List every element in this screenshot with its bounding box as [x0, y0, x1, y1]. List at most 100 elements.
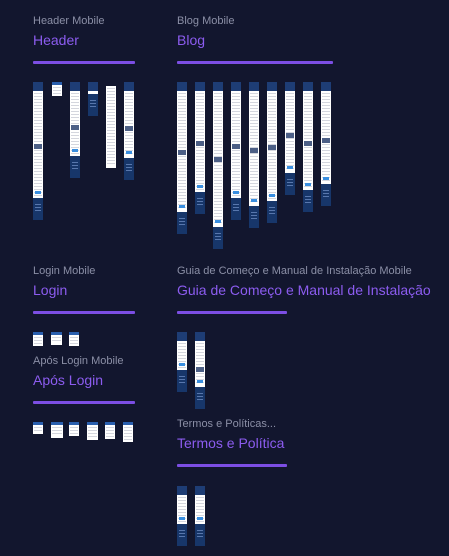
frame-thumbnail[interactable]: [231, 82, 241, 220]
frame-footer: [33, 198, 43, 220]
frame-thumbnail[interactable]: [195, 486, 205, 546]
frame-thumbnail[interactable]: [51, 422, 63, 438]
frame-header: [33, 332, 43, 335]
frame-header: [195, 332, 205, 341]
frame-button: [287, 166, 293, 169]
frame-thumbnail[interactable]: [195, 82, 205, 214]
frame-header: [321, 82, 331, 91]
section-title-link[interactable]: Guia de Começo e Manual de Instalação: [177, 282, 431, 298]
frame-image: [71, 125, 79, 130]
frame-content: [52, 427, 62, 436]
frame-button: [197, 380, 203, 383]
frame-thumbnail[interactable]: [123, 422, 133, 442]
section-divider: [177, 61, 333, 64]
section-subtitle: Header Mobile: [33, 15, 105, 27]
frame-image: [250, 148, 258, 153]
frame-footer: [213, 227, 223, 249]
section-blog: Blog Mobile Blog: [177, 15, 333, 64]
frame-footer: [195, 192, 205, 214]
frame-thumbnail[interactable]: [267, 82, 277, 223]
frame-header: [51, 422, 63, 425]
section-title-link[interactable]: Após Login: [33, 372, 104, 388]
frame-footer: [195, 387, 205, 409]
frame-button: [197, 517, 203, 520]
frame-header: [105, 422, 115, 425]
frame-header: [33, 422, 43, 425]
frame-button: [233, 191, 239, 194]
frame-thumbnail[interactable]: [69, 332, 79, 346]
frame-button: [179, 205, 185, 208]
frame-image: [196, 141, 204, 146]
frame-button: [305, 183, 311, 186]
frame-content: [196, 497, 204, 522]
frame-thumbnail[interactable]: [106, 86, 116, 168]
frame-thumbnail[interactable]: [87, 422, 98, 440]
frame-content: [34, 427, 42, 432]
frame-footer: [285, 173, 295, 195]
frame-thumbnail[interactable]: [213, 82, 223, 249]
section-subtitle: Login Mobile: [33, 265, 96, 277]
frame-content: [125, 93, 133, 156]
frame-footer: [321, 184, 331, 206]
frame-thumbnail[interactable]: [88, 82, 98, 116]
section-divider: [177, 311, 287, 314]
frame-thumbnail[interactable]: [321, 82, 331, 206]
frame-thumbnail[interactable]: [195, 332, 205, 409]
frame-content: [71, 93, 79, 154]
frame-thumbnail[interactable]: [177, 332, 187, 392]
frame-header: [69, 332, 79, 335]
frame-content: [178, 343, 186, 368]
section-title-link[interactable]: Login: [33, 282, 68, 298]
frame-footer: [267, 201, 277, 223]
frame-thumbnail[interactable]: [51, 332, 62, 345]
frame-header: [267, 82, 277, 91]
frame-thumbnail[interactable]: [33, 82, 43, 220]
frame-thumbnail[interactable]: [285, 82, 295, 195]
section-subtitle: Termos e Políticas...: [177, 418, 277, 430]
frame-image: [286, 133, 294, 138]
frame-thumbnail[interactable]: [249, 82, 259, 228]
section-title-link[interactable]: Termos e Política: [177, 435, 285, 451]
frame-thumbnail[interactable]: [105, 422, 115, 439]
frame-thumbnail[interactable]: [69, 422, 79, 436]
section-login: Login Mobile Login: [33, 265, 135, 314]
frame-content: [286, 93, 294, 171]
section-guide: Guia de Começo e Manual de Instalação Mo…: [177, 265, 431, 314]
frame-header: [69, 422, 79, 425]
frame-content: [124, 427, 132, 440]
frame-footer: [195, 524, 205, 546]
frame-footer: [177, 524, 187, 546]
section-title-link[interactable]: Header: [33, 32, 79, 48]
frame-header: [70, 82, 80, 91]
frame-header: [124, 82, 134, 91]
frame-thumbnail[interactable]: [177, 486, 187, 546]
frame-thumbnail[interactable]: [303, 82, 313, 212]
frame-thumbnail[interactable]: [124, 82, 134, 180]
section-title-link[interactable]: Blog: [177, 32, 206, 48]
frame-footer: [177, 212, 187, 234]
frame-content: [34, 337, 42, 344]
frame-content: [304, 93, 312, 188]
frame-thumbnail[interactable]: [52, 82, 62, 96]
frame-thumbnail[interactable]: [177, 82, 187, 234]
frame-content: [52, 337, 61, 343]
frame-thumbnail[interactable]: [33, 332, 43, 346]
frame-footer: [124, 158, 134, 180]
frame-thumbnail[interactable]: [33, 422, 43, 434]
frame-header: [213, 82, 223, 91]
section-subtitle: Guia de Começo e Manual de Instalação Mo…: [177, 265, 412, 277]
frame-thumbnail[interactable]: [70, 82, 80, 178]
frame-header: [33, 82, 43, 91]
frame-header: [51, 332, 62, 335]
frame-image: [34, 144, 42, 149]
frame-button: [72, 149, 78, 152]
frame-image: [268, 145, 276, 150]
frame-header: [285, 82, 295, 91]
section-divider: [33, 401, 135, 404]
section-after-login: Após Login Mobile Após Login: [33, 355, 135, 404]
frame-content: [53, 87, 61, 94]
section-divider: [177, 464, 287, 467]
frame-footer: [70, 156, 80, 178]
frame-image: [322, 138, 330, 143]
frame-content: [106, 427, 114, 437]
